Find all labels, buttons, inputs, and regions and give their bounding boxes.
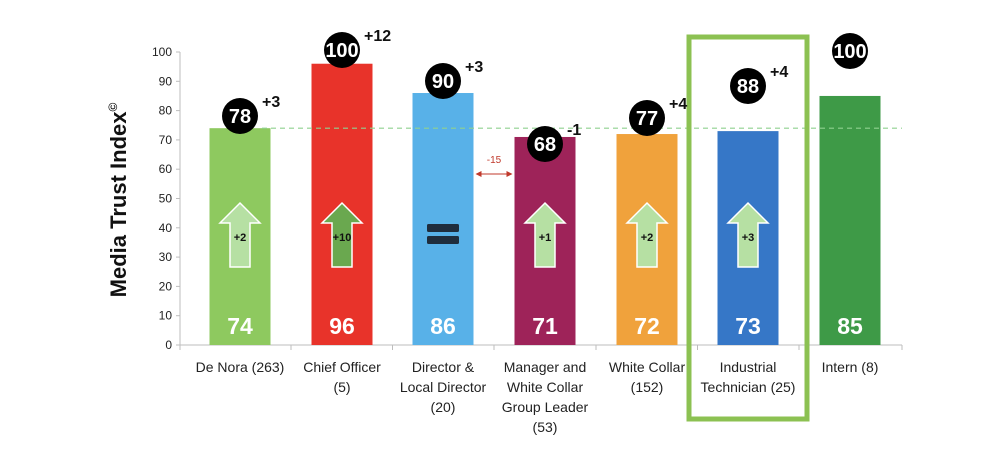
y-axis-label-mark: © — [106, 103, 120, 112]
score-delta: +12 — [364, 28, 391, 45]
score-circle-value: 78 — [229, 106, 251, 128]
up-arrow-icon — [625, 201, 669, 268]
bar-value-label: 74 — [227, 313, 253, 339]
annotations: 78 +3 100 +12 90 +3 68 -1 77 +4 88 +4 100 +2 +10 +1 +2 +3… — [218, 28, 902, 422]
y-axis: 0 10 20 30 40 50 60 70 80 90 100 — [152, 45, 903, 352]
y-axis-label: Media Trust Index© — [106, 103, 131, 298]
category-label: Group Leader — [502, 399, 589, 415]
category-label: Chief Officer — [303, 359, 381, 375]
up-arrow-icon — [320, 201, 364, 268]
up-arrow-icon — [218, 201, 262, 268]
category-label: Intern (8) — [822, 359, 879, 375]
score-circle-value: 100 — [833, 41, 866, 63]
category-label: White Collar — [609, 359, 686, 375]
score-circle-value: 77 — [636, 108, 658, 130]
score-circle-value: 100 — [325, 40, 358, 62]
score-circle-value: 90 — [432, 71, 454, 93]
gap-arrowhead-left — [475, 171, 482, 177]
arrow-delta-label: +2 — [641, 232, 654, 244]
y-tick-label: 60 — [159, 162, 173, 176]
y-tick-label: 0 — [165, 338, 172, 352]
y-tick-label: 70 — [159, 133, 173, 147]
arrow-delta-label: +10 — [333, 232, 352, 244]
score-circle — [425, 63, 461, 99]
arrow-delta-label: +2 — [234, 232, 247, 244]
score-delta: +3 — [262, 94, 280, 111]
category-label: (53) — [533, 419, 558, 435]
up-arrow-icon — [726, 201, 770, 268]
bar — [819, 95, 881, 345]
y-tick-label: 100 — [152, 45, 172, 59]
bars: 74 De Nora (263) 96 Chief Officer (5) 86 Direc… — [196, 63, 881, 435]
score-circle — [527, 126, 563, 162]
bar-value-label: 71 — [532, 313, 558, 339]
bar-value-label: 86 — [430, 313, 456, 339]
gap-label: -15 — [487, 155, 502, 166]
category-label: Manager and — [504, 359, 587, 375]
category-label: Local Director — [400, 379, 487, 395]
score-circle — [324, 32, 360, 68]
category-label: Industrial — [720, 359, 777, 375]
score-delta: +4 — [770, 64, 788, 81]
score-circle — [629, 100, 665, 136]
category-label: White Collar — [507, 379, 584, 395]
score-delta: +3 — [465, 59, 483, 76]
equals-bar — [427, 236, 459, 244]
y-tick-label: 80 — [159, 104, 173, 118]
category-label: (152) — [631, 379, 664, 395]
category-label: Director & — [412, 359, 475, 375]
score-circle-value: 68 — [534, 134, 556, 156]
bar-value-label: 85 — [837, 313, 863, 339]
score-circle — [222, 98, 258, 134]
category-label: Technician (25) — [701, 379, 796, 395]
bar — [412, 93, 474, 346]
score-delta: -1 — [567, 122, 581, 139]
bar-value-label: 96 — [329, 313, 355, 339]
equals-bar — [427, 224, 459, 232]
y-tick-label: 50 — [159, 192, 173, 206]
y-tick-label: 30 — [159, 250, 173, 264]
score-circle — [730, 68, 766, 104]
arrow-delta-label: +3 — [742, 232, 755, 244]
bar-value-label: 73 — [735, 313, 761, 339]
score-delta: +4 — [669, 96, 687, 113]
up-arrow-icon — [523, 201, 567, 268]
gap-arrowhead-right — [506, 171, 513, 177]
gap-annotation: -15 — [475, 155, 513, 177]
arrow-delta-label: +1 — [539, 232, 552, 244]
highlight-box — [686, 34, 810, 422]
y-tick-label: 20 — [159, 279, 173, 293]
category-label: (5) — [333, 379, 350, 395]
y-tick-label: 40 — [159, 221, 173, 235]
score-circle-value: 88 — [737, 76, 759, 98]
y-tick-label: 90 — [159, 74, 173, 88]
category-label: De Nora (263) — [196, 359, 285, 375]
bar-value-label: 72 — [634, 313, 660, 339]
y-tick-label: 10 — [159, 309, 173, 323]
score-circle — [832, 33, 868, 69]
equals-icon — [427, 224, 459, 244]
category-label: (20) — [431, 399, 456, 415]
